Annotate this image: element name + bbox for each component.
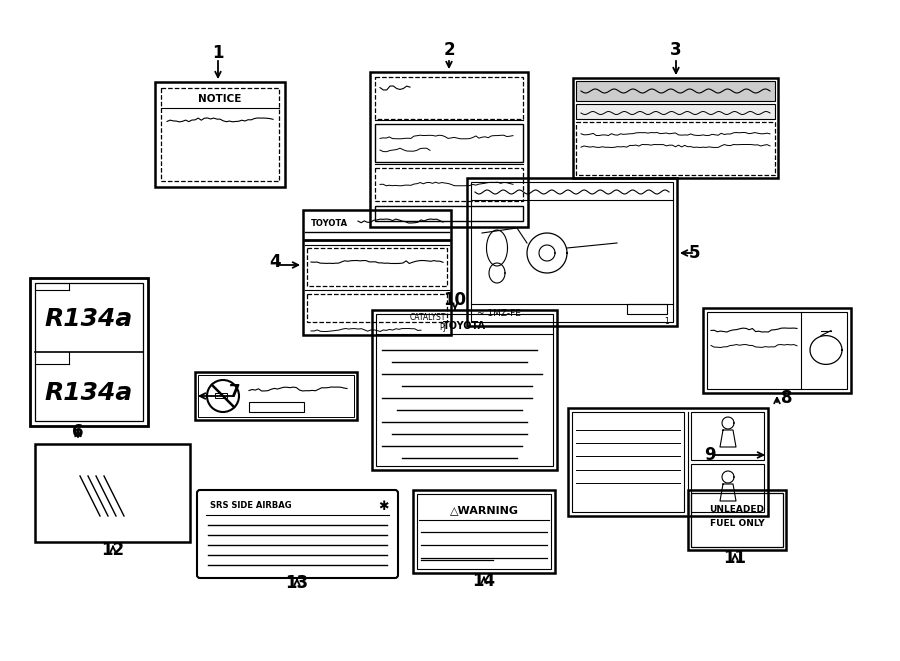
Text: R134a: R134a: [45, 307, 133, 331]
Text: SRS SIDE AIRBAG: SRS SIDE AIRBAG: [210, 502, 292, 510]
Bar: [627, 304, 667, 314]
Bar: [198, 375, 354, 417]
Bar: [413, 490, 555, 573]
Bar: [370, 72, 528, 227]
Bar: [249, 402, 304, 412]
Text: 2: 2: [443, 41, 454, 59]
Bar: [30, 278, 148, 426]
Bar: [375, 168, 523, 201]
Text: TOYOTA: TOYOTA: [443, 321, 485, 331]
Bar: [376, 314, 553, 466]
Bar: [691, 464, 764, 512]
Bar: [707, 312, 847, 389]
Bar: [576, 104, 775, 119]
Text: NOTICE: NOTICE: [198, 94, 242, 104]
Text: 9: 9: [704, 446, 716, 464]
Bar: [303, 210, 451, 335]
Bar: [703, 308, 851, 393]
Text: FUEL ONLY: FUEL ONLY: [710, 520, 764, 529]
Text: 11: 11: [724, 549, 746, 567]
Text: 1: 1: [212, 44, 224, 62]
Text: ✱: ✱: [378, 500, 388, 512]
Bar: [161, 88, 279, 181]
Bar: [35, 444, 190, 542]
Text: ~ 1MZ-FE: ~ 1MZ-FE: [477, 309, 521, 317]
Bar: [573, 78, 778, 178]
Text: 4: 4: [269, 253, 281, 271]
Bar: [576, 122, 775, 175]
Text: 5: 5: [689, 244, 701, 262]
Text: 7: 7: [230, 383, 241, 401]
Bar: [691, 412, 764, 460]
Bar: [375, 206, 523, 221]
Bar: [195, 372, 357, 420]
Bar: [215, 393, 227, 398]
Bar: [417, 494, 551, 569]
Bar: [307, 248, 447, 286]
Bar: [576, 81, 775, 101]
Text: 8: 8: [781, 389, 793, 407]
Text: 13: 13: [285, 574, 309, 592]
Text: TOYOTA: TOYOTA: [311, 219, 348, 227]
Text: 10: 10: [444, 291, 466, 309]
Bar: [375, 124, 523, 162]
Text: R134a: R134a: [45, 381, 133, 405]
Text: △WARNING: △WARNING: [449, 505, 518, 515]
Text: 6: 6: [72, 423, 84, 441]
Text: 12: 12: [102, 541, 124, 559]
Bar: [568, 408, 768, 516]
Text: 14: 14: [472, 572, 496, 590]
Bar: [688, 490, 786, 550]
Text: UNLEADED: UNLEADED: [709, 506, 764, 514]
Text: 3: 3: [670, 41, 682, 59]
Bar: [307, 294, 447, 322]
Text: CATALYST: CATALYST: [410, 313, 446, 321]
Bar: [35, 283, 143, 421]
Bar: [375, 77, 523, 119]
Bar: [467, 178, 677, 326]
Bar: [155, 82, 285, 187]
Bar: [372, 310, 557, 470]
Bar: [471, 182, 673, 322]
Text: PJ: PJ: [439, 323, 446, 332]
Text: 1: 1: [664, 317, 669, 325]
Bar: [572, 412, 684, 512]
Bar: [691, 493, 783, 547]
